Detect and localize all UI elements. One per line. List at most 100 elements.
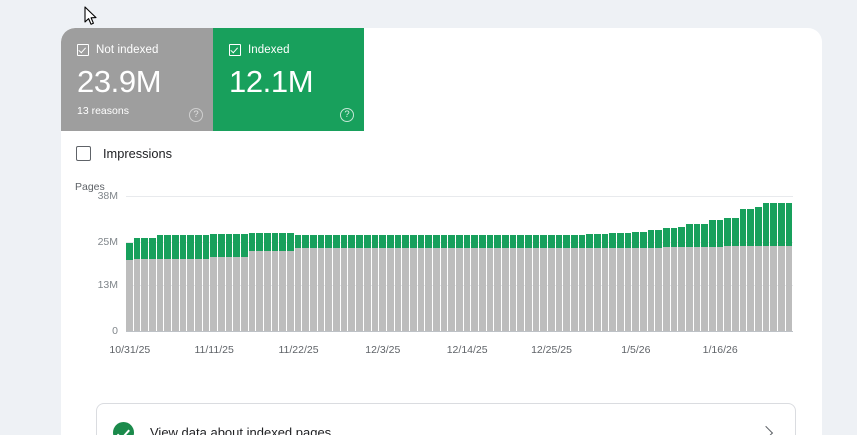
bar[interactable] — [778, 196, 785, 331]
not-indexed-checkbox[interactable] — [77, 44, 89, 56]
bar[interactable] — [655, 196, 663, 331]
bar[interactable] — [732, 196, 739, 331]
bar[interactable] — [486, 196, 494, 331]
bar[interactable] — [294, 196, 302, 331]
bar[interactable] — [333, 196, 340, 331]
bar[interactable] — [248, 196, 256, 331]
help-icon[interactable]: ? — [189, 108, 203, 122]
bar[interactable] — [693, 196, 701, 331]
impressions-checkbox[interactable] — [76, 146, 91, 161]
bar[interactable] — [570, 196, 578, 331]
bar[interactable] — [156, 196, 164, 331]
bar[interactable] — [739, 196, 747, 331]
bar[interactable] — [317, 196, 325, 331]
bar[interactable] — [356, 196, 363, 331]
bar[interactable] — [394, 196, 402, 331]
bar[interactable] — [540, 196, 547, 331]
status-card-not-indexed[interactable]: Not indexed 23.9M 13 reasons ? — [61, 28, 213, 131]
bar[interactable] — [425, 196, 432, 331]
indexed-checkbox[interactable] — [229, 44, 241, 56]
bar[interactable] — [632, 196, 640, 331]
bar[interactable] — [709, 196, 716, 331]
bar[interactable] — [179, 196, 187, 331]
bar[interactable] — [417, 196, 425, 331]
bar[interactable] — [371, 196, 379, 331]
bar[interactable] — [386, 196, 394, 331]
bar[interactable] — [601, 196, 609, 331]
bar[interactable] — [210, 196, 218, 331]
bar[interactable] — [770, 196, 778, 331]
bar[interactable] — [724, 196, 732, 331]
help-icon[interactable]: ? — [340, 108, 354, 122]
bar[interactable] — [164, 196, 172, 331]
bar[interactable] — [678, 196, 686, 331]
bar[interactable] — [133, 196, 141, 331]
bar[interactable] — [609, 196, 616, 331]
bar[interactable] — [379, 196, 386, 331]
bar[interactable] — [448, 196, 455, 331]
bar[interactable] — [126, 196, 133, 331]
bar[interactable] — [325, 196, 333, 331]
bar[interactable] — [218, 196, 225, 331]
bar[interactable] — [187, 196, 195, 331]
bar[interactable] — [172, 196, 179, 331]
bar-series[interactable] — [126, 196, 793, 331]
bar[interactable] — [647, 196, 655, 331]
bar[interactable] — [202, 196, 210, 331]
bar[interactable] — [348, 196, 356, 331]
bar[interactable] — [555, 196, 563, 331]
bar[interactable] — [409, 196, 417, 331]
bar[interactable] — [586, 196, 593, 331]
bar[interactable] — [279, 196, 287, 331]
bar[interactable] — [593, 196, 601, 331]
bar[interactable] — [225, 196, 233, 331]
bar[interactable] — [440, 196, 448, 331]
bar[interactable] — [149, 196, 156, 331]
bar[interactable] — [271, 196, 279, 331]
bar[interactable] — [747, 196, 755, 331]
bar[interactable] — [471, 196, 478, 331]
bar[interactable] — [233, 196, 241, 331]
impressions-toggle[interactable]: Impressions — [76, 146, 172, 161]
bar[interactable] — [547, 196, 555, 331]
bar[interactable] — [463, 196, 471, 331]
bar[interactable] — [302, 196, 310, 331]
bar[interactable] — [624, 196, 632, 331]
bar[interactable] — [509, 196, 517, 331]
bar[interactable] — [363, 196, 371, 331]
bar[interactable] — [264, 196, 271, 331]
view-data-card[interactable]: View data about indexed pages — [96, 403, 796, 435]
bar-segment-not-indexed — [156, 258, 164, 331]
bar[interactable] — [402, 196, 409, 331]
bar[interactable] — [617, 196, 624, 331]
bar[interactable] — [501, 196, 509, 331]
bar[interactable] — [455, 196, 463, 331]
bar[interactable] — [517, 196, 524, 331]
bar[interactable] — [532, 196, 540, 331]
bar[interactable] — [785, 196, 793, 331]
bar[interactable] — [241, 196, 248, 331]
bar[interactable] — [478, 196, 486, 331]
bar[interactable] — [340, 196, 348, 331]
bar[interactable] — [578, 196, 586, 331]
not-indexed-reasons[interactable]: 13 reasons — [77, 105, 129, 117]
bar[interactable] — [755, 196, 762, 331]
bar[interactable] — [195, 196, 202, 331]
bar[interactable] — [762, 196, 770, 331]
bar[interactable] — [494, 196, 501, 331]
bar[interactable] — [310, 196, 317, 331]
bar[interactable] — [432, 196, 440, 331]
status-card-indexed[interactable]: Indexed 12.1M ? — [213, 28, 364, 131]
bar[interactable] — [141, 196, 149, 331]
bar[interactable] — [670, 196, 678, 331]
bar[interactable] — [701, 196, 709, 331]
chevron-right-icon[interactable] — [758, 425, 774, 435]
bar[interactable] — [256, 196, 264, 331]
bar[interactable] — [287, 196, 294, 331]
bar[interactable] — [663, 196, 670, 331]
bar[interactable] — [716, 196, 724, 331]
bar[interactable] — [563, 196, 570, 331]
bar[interactable] — [686, 196, 693, 331]
bar[interactable] — [640, 196, 647, 331]
bar[interactable] — [524, 196, 532, 331]
